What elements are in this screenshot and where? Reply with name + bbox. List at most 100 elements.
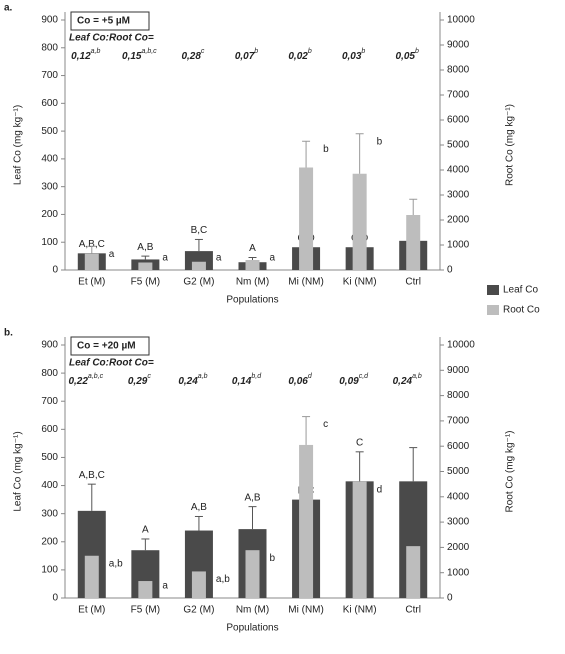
ratio-value: 0,14 [232, 376, 252, 387]
ratio: 0,24a,b [393, 373, 422, 387]
ratio-title: Leaf Co:Root Co= [69, 33, 154, 44]
y2-tick-label: 5000 [447, 466, 470, 477]
root-letter: a [162, 253, 168, 264]
y2-tick-label: 8000 [447, 65, 470, 76]
x-tick-label: Et (M) [78, 277, 105, 288]
condition-box [70, 336, 150, 356]
y-tick-label: 200 [41, 536, 58, 547]
y-tick-label: 200 [41, 209, 58, 220]
ratio: 0,02b [288, 48, 311, 62]
root-letter: b [270, 553, 276, 564]
ratio: 0,22a,b,c [68, 373, 103, 387]
x-tick-label: F5 (M) [131, 277, 160, 288]
root-letter: a,b [216, 574, 230, 585]
y-tick-label: 800 [41, 42, 58, 53]
ratio-letter: c [147, 373, 151, 380]
ratio-letter: c,d [359, 373, 369, 380]
y2-tick-label: 9000 [447, 40, 470, 51]
root-bar [138, 581, 153, 598]
root-bar [245, 550, 260, 598]
x-axis-label: Populations [226, 623, 278, 634]
ratio-value: 0,02 [288, 51, 308, 62]
y-tick-label: 900 [41, 15, 58, 26]
legend-label: Root Co [503, 305, 540, 316]
ratio-letter: a,b [412, 373, 422, 380]
leaf-letter: A,B,C [79, 470, 105, 481]
ratio-value: 0,29 [128, 376, 148, 387]
legend-swatch [487, 305, 499, 315]
error-bar [194, 238, 203, 252]
x-tick-label: F5 (M) [131, 605, 160, 616]
legend-swatch [487, 285, 499, 295]
ratio-value: 0,06 [288, 376, 308, 387]
root-letter: a,b [109, 558, 123, 569]
ratio-value: 0,28 [181, 51, 201, 62]
error-bar [141, 255, 150, 260]
ratio: 0,07b [235, 48, 258, 62]
y-tick-label: 0 [52, 265, 58, 276]
y2-tick-label: 1000 [447, 567, 470, 578]
error-bar [355, 451, 364, 482]
y2-tick-label: 5000 [447, 140, 470, 151]
root-bar [84, 555, 99, 598]
ratio: 0,05b [396, 48, 419, 62]
ratio-letter: a,b [198, 373, 208, 380]
leaf-letter: A,B [137, 242, 153, 253]
root-bar [406, 546, 421, 598]
y2-tick-label: 7000 [447, 90, 470, 101]
panel-label: a. [4, 3, 13, 14]
ratio-value: 0,07 [235, 51, 255, 62]
y2-tick-label: 6000 [447, 115, 470, 126]
y-axis-label: Leaf Co (mg kg⁻¹) [13, 105, 24, 185]
ratio: 0,14b,d [232, 373, 262, 387]
leaf-letter: C [356, 437, 363, 448]
y-tick-label: 100 [41, 237, 58, 248]
y2-axis-label: Root Co (mg kg⁻¹) [505, 104, 516, 186]
y-tick-label: 600 [41, 98, 58, 109]
error-bar [87, 483, 96, 511]
y2-tick-label: 0 [447, 593, 453, 604]
ratio: 0,24a,b [178, 373, 207, 387]
x-tick-label: Et (M) [78, 605, 105, 616]
ratio-value: 0,05 [396, 51, 416, 62]
y-tick-label: 700 [41, 396, 58, 407]
leaf-letter: A,B,C [79, 239, 105, 250]
ratio: 0,29c [128, 373, 151, 387]
root-letter: b [323, 144, 329, 155]
x-tick-label: Mi (NM) [288, 605, 324, 616]
error-bar [194, 515, 203, 531]
y-tick-label: 500 [41, 452, 58, 463]
root-letter: a [216, 253, 222, 264]
ratio-letter: b [308, 48, 312, 55]
x-tick-label: Ki (NM) [343, 277, 377, 288]
y2-tick-label: 4000 [447, 165, 470, 176]
y-tick-label: 100 [41, 565, 58, 576]
y2-tick-label: 0 [447, 265, 453, 276]
x-tick-label: G2 (M) [183, 277, 214, 288]
ratio-value: 0,24 [178, 376, 198, 387]
y2-axis-label: Root Co (mg kg⁻¹) [505, 431, 516, 513]
y2-tick-label: 10000 [447, 15, 475, 26]
root-letter: d [377, 484, 383, 495]
y-tick-label: 300 [41, 181, 58, 192]
y-tick-label: 900 [41, 340, 58, 351]
ratio-letter: a,b,c [88, 373, 104, 380]
root-bar [299, 167, 314, 270]
y2-tick-label: 4000 [447, 491, 470, 502]
y-tick-label: 600 [41, 424, 58, 435]
y-tick-label: 400 [41, 480, 58, 491]
x-tick-label: Nm (M) [236, 605, 269, 616]
y2-tick-label: 1000 [447, 240, 470, 251]
y2-tick-label: 3000 [447, 190, 470, 201]
leaf-letter: B,C [191, 225, 208, 236]
ratio-letter: a,b [91, 48, 101, 55]
y-axis-label: Leaf Co (mg kg⁻¹) [13, 431, 24, 511]
x-tick-label: Ki (NM) [343, 605, 377, 616]
y-tick-label: 500 [41, 126, 58, 137]
ratio-letter: c [201, 48, 205, 55]
y2-tick-label: 9000 [447, 365, 470, 376]
y-tick-label: 0 [52, 593, 58, 604]
ratio-letter: b [415, 48, 419, 55]
y2-tick-label: 3000 [447, 517, 470, 528]
legend-label: Leaf Co [503, 285, 538, 296]
